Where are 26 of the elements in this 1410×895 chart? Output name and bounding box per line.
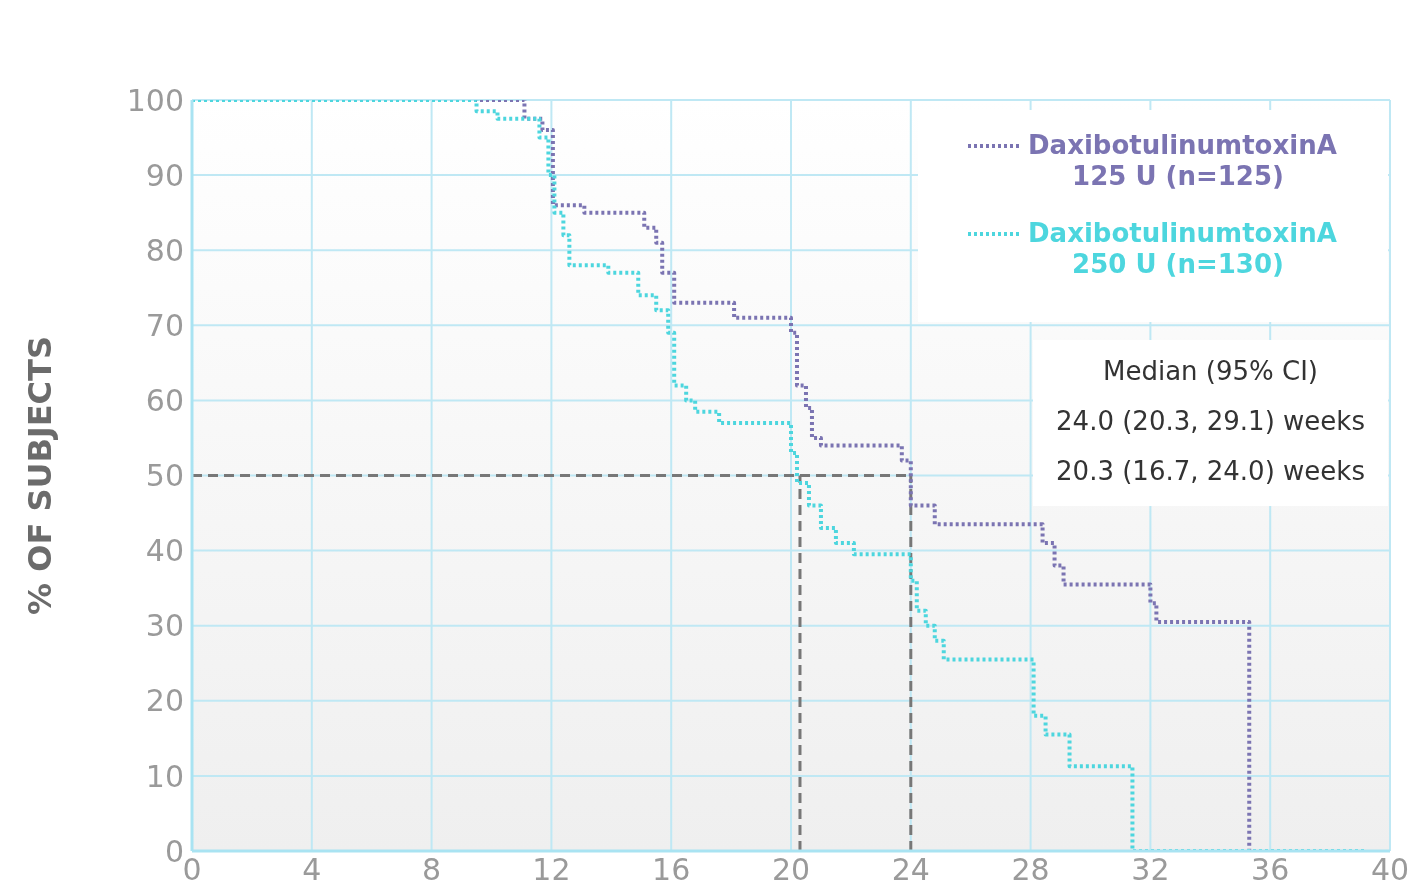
y-tick-label: 50 xyxy=(145,458,184,494)
y-tick-label: 80 xyxy=(145,232,184,268)
legend-label: DaxibotulinumtoxinA 250 U (n=130) xyxy=(1028,218,1337,280)
y-tick-label: 90 xyxy=(145,157,184,193)
x-tick-label: 36 xyxy=(1251,852,1290,888)
y-tick-label: 70 xyxy=(145,307,184,343)
x-tick-label: 28 xyxy=(1011,852,1050,888)
y-tick-label: 60 xyxy=(145,383,184,419)
annotation: 24.0 (20.3, 29.1) weeks xyxy=(1055,405,1366,438)
legend-label: DaxibotulinumtoxinA 125 U (n=125) xyxy=(1028,130,1337,192)
x-tick-label: 16 xyxy=(652,852,691,888)
annotation: Median (95% CI) xyxy=(1102,355,1319,388)
x-tick-label: 8 xyxy=(422,852,442,888)
y-tick-label: 30 xyxy=(145,608,184,644)
x-tick-label: 32 xyxy=(1131,852,1170,888)
x-tick-label: 40 xyxy=(1370,852,1410,888)
x-tick-label: 24 xyxy=(891,852,930,888)
annotation: 20.3 (16.7, 24.0) weeks xyxy=(1055,455,1366,488)
y-axis-title: % OF SUBJECTS xyxy=(21,336,60,615)
x-tick-label: 12 xyxy=(532,852,571,888)
y-tick-label: 40 xyxy=(145,533,184,569)
x-tick-label: 4 xyxy=(302,852,322,888)
y-tick-label: 10 xyxy=(145,758,184,794)
y-tick-label: 100 xyxy=(126,82,184,118)
y-tick-label: 20 xyxy=(145,683,184,719)
x-tick-label: 20 xyxy=(771,852,811,888)
